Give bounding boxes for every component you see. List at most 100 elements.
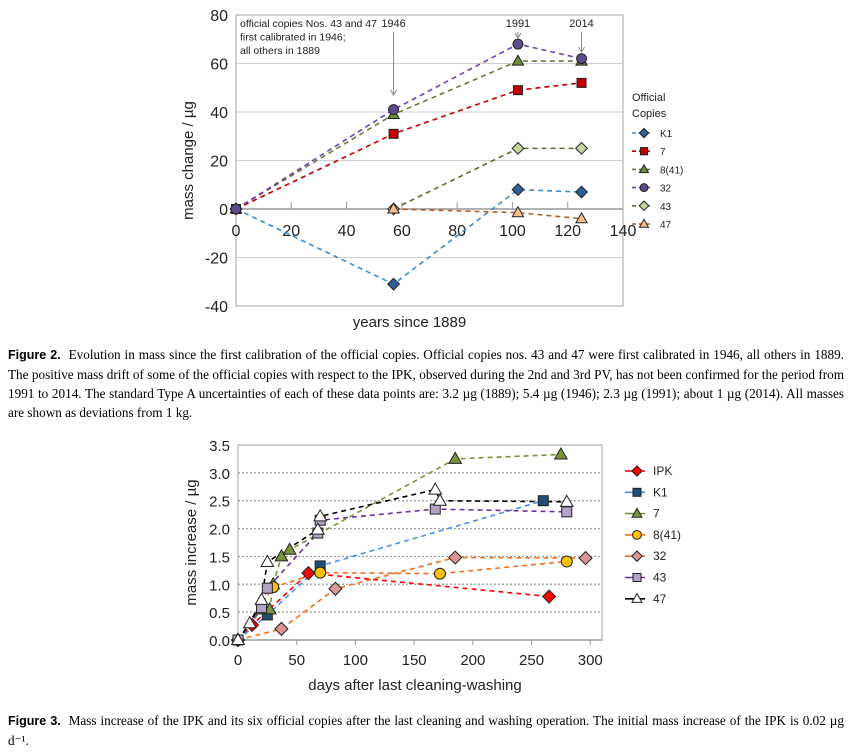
y-tick-label: -40	[205, 299, 228, 316]
data-point-47	[432, 493, 448, 506]
data-point-7	[282, 542, 297, 555]
data-point-K1	[537, 495, 549, 507]
data-point-43	[511, 141, 525, 155]
data-point-32	[230, 203, 242, 215]
data-point-32	[328, 581, 343, 596]
figure-3-chart: 0.0 0.5 1.0 1.5 2.0 2.5 3.0 3.5 0 50 100 150 200 250 3…	[183, 438, 681, 694]
data-point-7	[553, 446, 569, 460]
legend-marker-7	[639, 147, 649, 156]
series-line-K1	[235, 188, 582, 286]
legend-marker-K1	[632, 487, 642, 497]
legend-marker-7	[631, 507, 643, 518]
series-line-8(41)	[235, 60, 582, 210]
y-tick-label: 80	[210, 8, 228, 25]
x-tick-label: 100	[499, 223, 526, 240]
legend-label-43: 43	[660, 202, 672, 213]
series-line-32	[237, 556, 586, 641]
y-tick-label: 2.0	[209, 522, 230, 539]
data-point-47	[428, 482, 443, 495]
data-point-K1	[574, 185, 589, 199]
y-tick-label: 1.5	[209, 549, 230, 566]
x-axis-label: years since 1889	[353, 314, 466, 331]
data-point-47	[242, 615, 257, 629]
y-tick-label: 0.0	[209, 633, 230, 650]
y-tick-label: 40	[210, 105, 228, 122]
x-tick-label: 50	[288, 652, 305, 669]
legend-label-K1: K1	[660, 129, 673, 140]
caption-text: Mass increase of the IPK and its six off…	[8, 713, 844, 748]
data-point-K1	[387, 277, 401, 291]
data-point-8(41)	[511, 54, 525, 66]
annotation-line: first calibrated in 1946;	[240, 32, 346, 44]
data-point-47	[559, 494, 574, 507]
x-tick-label: 120	[554, 223, 581, 240]
legend-label-7: 7	[653, 507, 660, 521]
caption-text: Evolution in mass since the first calibr…	[8, 347, 845, 420]
data-point-IPK	[541, 589, 557, 604]
data-point-8(41)	[314, 566, 327, 579]
legend-label-K1: K1	[653, 485, 668, 499]
series-line-IPK	[237, 572, 550, 641]
data-point-43	[561, 506, 573, 518]
legend-marker-IPK	[631, 465, 643, 477]
data-point-47	[230, 632, 246, 645]
x-tick-label: 100	[343, 652, 368, 669]
data-point-32	[576, 53, 587, 65]
year-arrowhead	[578, 46, 585, 53]
data-point-32	[512, 38, 524, 50]
y-tick-label: 3.0	[209, 466, 230, 483]
legend-marker-43	[632, 573, 642, 582]
data-point-8(41)	[433, 567, 446, 580]
x-tick-label: 40	[338, 223, 356, 240]
plot-frame	[237, 444, 603, 641]
data-point-47	[511, 205, 525, 218]
data-point-43	[574, 141, 589, 155]
x-tick-label: 250	[519, 652, 544, 669]
x-tick-label: 20	[282, 223, 300, 240]
year-label-2014: 2014	[569, 18, 593, 30]
legend-marker-32	[639, 183, 649, 193]
data-point-K1	[511, 183, 525, 197]
data-point-47	[575, 211, 589, 224]
x-axis-label: days after last cleaning-washing	[308, 677, 521, 694]
data-point-47	[310, 522, 325, 535]
data-point-32	[274, 621, 289, 637]
y-tick-label: 3.5	[209, 438, 230, 455]
plot-frame	[235, 14, 624, 307]
x-tick-label: 150	[402, 652, 427, 669]
data-point-47	[387, 202, 401, 214]
data-point-47	[313, 508, 328, 522]
legend-label-7: 7	[660, 147, 666, 158]
x-tick-label: 80	[448, 223, 466, 240]
legend-marker-8(41)	[638, 163, 650, 174]
data-point-7	[388, 128, 399, 139]
caption-label: Figure 2.	[8, 348, 61, 362]
legend-title: Official	[632, 92, 665, 104]
data-point-7	[448, 451, 463, 464]
legend-label-32: 32	[653, 549, 667, 563]
year-label-1991: 1991	[506, 18, 530, 30]
legend-marker-8(41)	[632, 530, 642, 540]
annotation-line: official copies Nos. 43 and 47	[240, 18, 377, 30]
x-tick-label: 140	[610, 223, 637, 240]
legend-label-32: 32	[660, 184, 672, 195]
figure-2-caption: Figure 2. Evolution in mass since the fi…	[8, 345, 844, 422]
annotation-line: all others in 1889	[240, 45, 320, 57]
series-line-47	[237, 488, 567, 641]
data-point-47	[260, 554, 275, 567]
y-axis-label: mass increase / µg	[183, 479, 200, 605]
year-arrowhead	[514, 32, 522, 39]
legend-marker-47	[631, 592, 643, 603]
data-point-32	[388, 104, 400, 116]
x-tick-label: 0	[234, 652, 242, 669]
legend-marker-43	[638, 200, 650, 212]
data-point-43	[261, 582, 273, 594]
legend-label-47: 47	[660, 220, 672, 231]
x-tick-label: 200	[460, 652, 485, 669]
y-tick-label: 2.5	[209, 494, 230, 511]
data-point-32	[578, 550, 593, 566]
y-tick-label: 20	[210, 154, 228, 171]
year-label-1946: 1946	[381, 18, 405, 30]
